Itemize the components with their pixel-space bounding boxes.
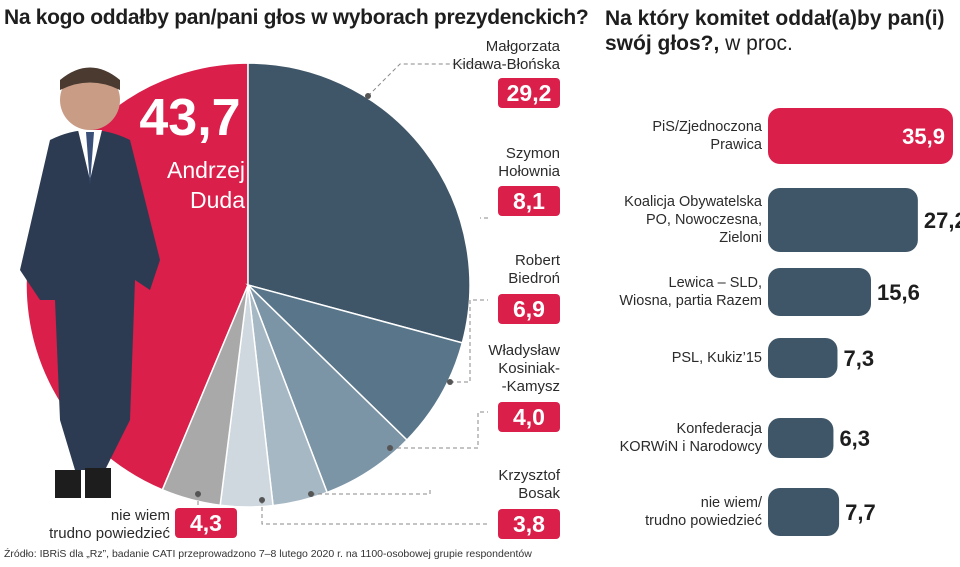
- label-bosak: Krzysztof Bosak: [498, 467, 560, 502]
- bar-label-3-0: PSL, Kukiz’15: [672, 350, 762, 366]
- badge-niewiem: 4,3: [175, 508, 237, 538]
- bar-4: [768, 418, 834, 458]
- duda-value: 43,7: [139, 89, 241, 147]
- leader-kosiniak: [390, 411, 488, 449]
- bar-label-1-0: Koalicja Obywatelska: [624, 194, 763, 210]
- badge-bosak: 3,8: [498, 509, 560, 539]
- leader-bosak-2: [261, 500, 488, 525]
- bar-value-5: 7,7: [845, 500, 876, 525]
- bar-label-4-1: KORWiN i Narodowcy: [620, 439, 763, 455]
- leader-bosak: [311, 488, 431, 495]
- bar-0: [768, 108, 953, 164]
- bar-2: [768, 268, 872, 316]
- pie-chart: [20, 62, 488, 525]
- politician-figure: [20, 67, 160, 498]
- bar-chart: 35,9 PiS/Zjednoczona Prawica 27,2 Koalicja O…: [619, 108, 960, 536]
- badge-biedron: 6,9: [498, 294, 560, 324]
- pie-slice-6: [161, 284, 249, 507]
- bar-label-0-1: Prawica: [710, 137, 763, 153]
- leader-kidawa: [367, 63, 488, 97]
- bar-value-4: 6,3: [839, 426, 870, 451]
- bar-label-2-1: Wiosna, partia Razem: [619, 293, 762, 309]
- pie-chart-title: Na kogo oddałby pan/pani głos w wyborach…: [4, 6, 589, 29]
- label-niewiem: nie wiem trudno powiedzieć: [49, 507, 170, 542]
- source-note: Źródło: IBRiS dla „Rz”, badanie CATI prz…: [4, 548, 532, 560]
- badge-kosiniak: 4,0: [498, 402, 560, 432]
- bar-5: [768, 488, 840, 536]
- bar-label-5-1: trudno powiedzieć: [645, 513, 762, 529]
- bar-value-0: 35,9: [902, 124, 945, 149]
- badge-kidawa: 29,2: [498, 78, 560, 108]
- bar-label-2-0: Lewica – SLD,: [669, 275, 763, 291]
- bar-1: [768, 188, 918, 252]
- label-holownia: Szymon Hołownia: [498, 145, 560, 180]
- pie-slice-1: [247, 62, 471, 344]
- bar-label-1-1: PO, Nowoczesna,: [646, 212, 762, 228]
- label-kosiniak: Władysław Kosiniak- -Kamysz: [488, 342, 560, 395]
- label-biedron: Robert Biedroń: [508, 252, 560, 287]
- pie-slice-2: [245, 283, 464, 442]
- bar-label-5-0: nie wiem/: [701, 495, 763, 511]
- leader-biedron: [450, 299, 488, 383]
- badge-holownia: 8,1: [498, 186, 560, 216]
- bar-3: [768, 338, 838, 378]
- label-kidawa: Małgorzata Kidawa-Błońska: [452, 38, 560, 73]
- bar-value-3: 7,3: [843, 346, 874, 371]
- bar-value-1: 27,2: [924, 208, 960, 233]
- bar-chart-title: Na który komitet oddał(a)by pan(i) swój …: [605, 7, 945, 55]
- duda-name: Andrzej Duda: [167, 157, 245, 213]
- bar-label-0-0: PiS/Zjednoczona: [652, 119, 763, 135]
- bar-value-2: 15,6: [877, 280, 920, 305]
- bar-label-1-2: Zieloni: [719, 230, 762, 246]
- bar-label-4-0: Konfederacja: [677, 421, 763, 437]
